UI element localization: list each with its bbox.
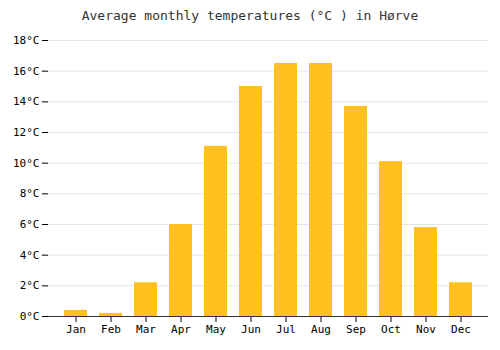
svg-text:Feb: Feb — [101, 323, 121, 336]
svg-text:Jun: Jun — [241, 323, 261, 336]
svg-text:Jul: Jul — [276, 323, 296, 336]
svg-text:Mar: Mar — [136, 323, 156, 336]
svg-text:6°C: 6°C — [20, 218, 40, 231]
svg-text:Dec: Dec — [451, 323, 471, 336]
svg-text:8°C: 8°C — [20, 187, 40, 200]
svg-text:Apr: Apr — [171, 323, 191, 336]
html-text:Average monthly temperatures (: Average monthly temperatures (°C ) in Hø… — [81, 8, 419, 23]
svg-text:10°C: 10°C — [13, 157, 40, 170]
svg-text:18°C: 18°C — [13, 34, 40, 47]
svg-text:14°C: 14°C — [13, 95, 40, 108]
svg-text:Aug: Aug — [311, 323, 331, 336]
svg-text:2°C: 2°C — [20, 279, 40, 292]
svg-text:4°C: 4°C — [20, 249, 40, 262]
svg-text:0°C: 0°C — [20, 310, 40, 323]
svg-text:Nov: Nov — [416, 323, 436, 336]
svg-text:12°C: 12°C — [13, 126, 40, 139]
svg-text:Oct: Oct — [381, 323, 401, 336]
svg-text:Sep: Sep — [346, 323, 366, 336]
svg-text:Jan: Jan — [66, 323, 86, 336]
svg-text:May: May — [206, 323, 226, 336]
svg-text:16°C: 16°C — [13, 65, 40, 78]
